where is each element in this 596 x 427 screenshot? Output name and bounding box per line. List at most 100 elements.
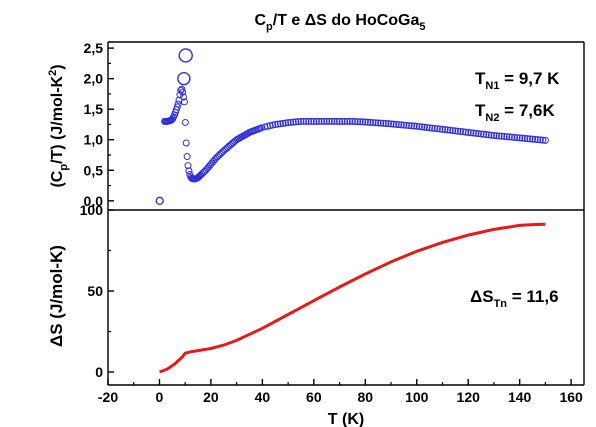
cp-data-point [395,121,403,129]
cp-data-point [531,135,539,143]
cp-data-point [464,128,472,136]
cp-data-point [292,118,300,126]
x-tick-label: 0 [156,389,164,405]
cp-data-point [343,117,351,125]
top-y-tick-label: 1,0 [84,132,104,148]
cp-data-point [266,122,274,130]
cp-data-point [372,119,380,127]
cp-data-point [392,120,400,128]
cp-data-point [534,136,542,144]
cp-data-point [480,130,488,138]
cp-data-point [346,117,354,125]
entropy-series [158,222,546,374]
cp-data-point [472,129,480,137]
cp-data-point [387,120,395,128]
cp-data-point [408,122,416,130]
cp-data-point [261,123,269,131]
cp-data-point [490,131,498,139]
cp-data-point [178,85,186,93]
cp-data-point [318,117,326,125]
cp-data-point [482,131,490,139]
cp-data-point [454,127,462,135]
cp-data-point [487,131,495,139]
cp-data-point [354,118,362,126]
cp-data-point [529,135,537,143]
top-y-tick-label: 0,5 [84,162,104,178]
x-tick-label: 60 [306,389,322,405]
cp-data-point [178,48,193,63]
cp-data-point [397,121,405,129]
cp-data-point [521,134,529,142]
cp-data-point [364,118,372,126]
cp-data-point [508,133,516,141]
tn2-annotation: TN2 = 7,6K [475,101,555,124]
x-axis-label: T (K) [328,411,364,427]
cp-data-point [451,127,459,135]
top-y-axis-label: (Cp/T) (J/mol-K2) [47,64,70,187]
cp-data-point [184,162,192,170]
cp-data-point [325,117,333,125]
top-plot-frame [107,41,585,211]
cp-data-point [287,118,295,126]
cp-data-point [405,122,413,130]
x-tick-label: 40 [255,389,271,405]
cp-data-point [369,119,377,127]
cp-data-point [477,130,485,138]
cp-data-point [183,153,191,161]
cp-data-point [374,119,382,127]
cp-data-point [179,88,187,96]
top-y-tick-label: 0,0 [84,193,104,209]
cp-data-point [377,119,385,127]
cp-data-point [402,121,410,129]
tn1-annotation: TN1 = 9,7 K [475,69,560,92]
cp-data-point [518,134,526,142]
cp-data-point [428,124,436,132]
cp-data-point [328,117,336,125]
cp-data-point [441,126,449,134]
cp-data-point [320,117,328,125]
cp-data-point [431,124,439,132]
cp-data-point [182,139,190,147]
cp-data-point [264,122,272,130]
cp-data-point [282,119,290,127]
cp-data-point [338,117,346,125]
cp-data-point [302,117,310,125]
cp-data-point [505,133,513,141]
cp-data-point [323,117,331,125]
cp-data-point [469,129,477,137]
cp-data-point [415,123,423,131]
cp-data-point [493,132,501,140]
cp-data-point [418,123,426,131]
cp-data-point [384,120,392,128]
cp-data-point [511,133,519,141]
x-ticks: -20 0 20 40 60 80 100 120 140 160 [98,379,583,405]
cp-data-point [475,130,483,138]
x-tick-label: 20 [203,389,219,405]
cp-data-point [297,117,305,125]
cp-data-point [536,136,544,144]
bottom-plot-frame [107,210,585,386]
cp-data-point [269,121,277,129]
cp-data-point [300,117,308,125]
cp-data-point [433,125,441,133]
cp-data-point [390,120,398,128]
cp-data-point [361,118,369,126]
x-tick-label: 120 [457,389,481,405]
cp-data-point [359,118,367,126]
x-tick-label: 140 [508,389,532,405]
bottom-y-ticks: 0 50 100 [80,202,114,380]
bottom-y-axis-label: ΔS (J/mol-K) [47,245,66,347]
cp-data-point [305,117,313,125]
cp-data-point [307,117,315,125]
cp-data-point [274,120,282,128]
cp-data-point [379,119,387,127]
cp-data-point [444,126,452,134]
cp-data-point [271,120,279,128]
cp-data-point [180,98,188,106]
cp-data-point [341,117,349,125]
cp-data-point [413,122,421,130]
cp-data-point [503,133,511,141]
cp-data-point [310,117,318,125]
cp-data-point [446,126,454,134]
